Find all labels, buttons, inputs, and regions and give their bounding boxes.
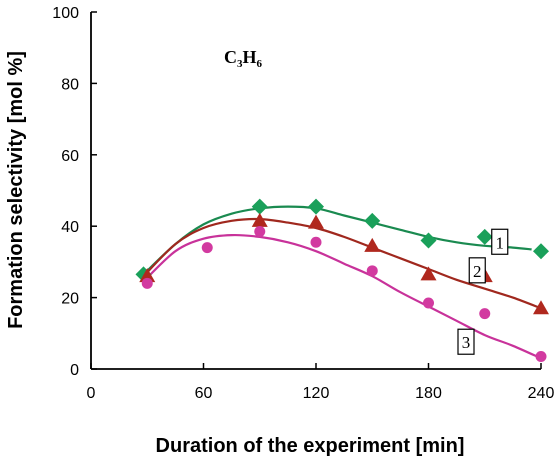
y-tick-label: 0 <box>70 362 79 379</box>
series-label-text: 1 <box>496 233 505 252</box>
x-axis-label: Duration of the experiment [min] <box>156 435 465 457</box>
point-series-2 <box>308 214 324 229</box>
series-label-text: 3 <box>462 333 471 352</box>
x-tick-label: 120 <box>303 385 330 402</box>
series-label-box <box>491 228 509 255</box>
point-series-2 <box>533 300 549 315</box>
point-series-2 <box>364 237 381 252</box>
fit-curve-series-2 <box>142 217 542 310</box>
y-tick-label: 80 <box>61 76 79 93</box>
series-labels: 12 3 <box>457 228 509 355</box>
point-series-2 <box>420 266 437 281</box>
point-series-3 <box>310 236 322 248</box>
x-tick-label: 60 <box>195 385 213 402</box>
point-series-2 <box>251 212 268 227</box>
fit-curves <box>142 205 542 360</box>
point-series-1 <box>533 243 549 260</box>
y-tick-label: 40 <box>61 219 79 236</box>
point-series-1 <box>308 198 324 215</box>
series-label-box <box>468 257 486 284</box>
x-ticks: 0 60 120 180 240 <box>87 363 555 402</box>
point-series-1 <box>364 212 381 229</box>
y-tick-label: 20 <box>61 291 79 308</box>
data-points <box>135 198 549 363</box>
series-label-box <box>457 328 475 355</box>
point-series-1 <box>251 198 268 215</box>
point-series-3 <box>423 297 434 309</box>
x-tick-label: 0 <box>87 385 96 402</box>
point-series-3 <box>141 277 153 289</box>
series-label-3: 3 <box>457 328 475 355</box>
point-series-3 <box>366 265 378 277</box>
x-tick-label: 240 <box>528 385 555 402</box>
fit-curve-series-1 <box>142 205 532 276</box>
axes <box>90 12 541 370</box>
point-series-1 <box>420 232 437 249</box>
point-series-3 <box>479 308 491 320</box>
point-series-3 <box>201 242 213 254</box>
series-label-1: 1 <box>491 228 509 255</box>
y-tick-label: 60 <box>61 148 79 165</box>
series-label-text: 2 <box>473 262 482 281</box>
chart-title: C3H6 <box>224 47 263 70</box>
y-tick-label: 100 <box>52 5 79 22</box>
y-ticks: 0 20 40 60 80 100 <box>52 5 97 379</box>
y-axis-label: Formation selectivity [mol %] <box>5 51 27 329</box>
point-series-3 <box>254 226 266 238</box>
point-series-1 <box>476 228 493 245</box>
point-series-2 <box>139 268 156 283</box>
series-label-2: 2 <box>468 257 486 284</box>
x-tick-label: 180 <box>415 385 442 402</box>
fit-curve-series-3 <box>142 233 542 360</box>
point-series-3 <box>535 351 547 363</box>
